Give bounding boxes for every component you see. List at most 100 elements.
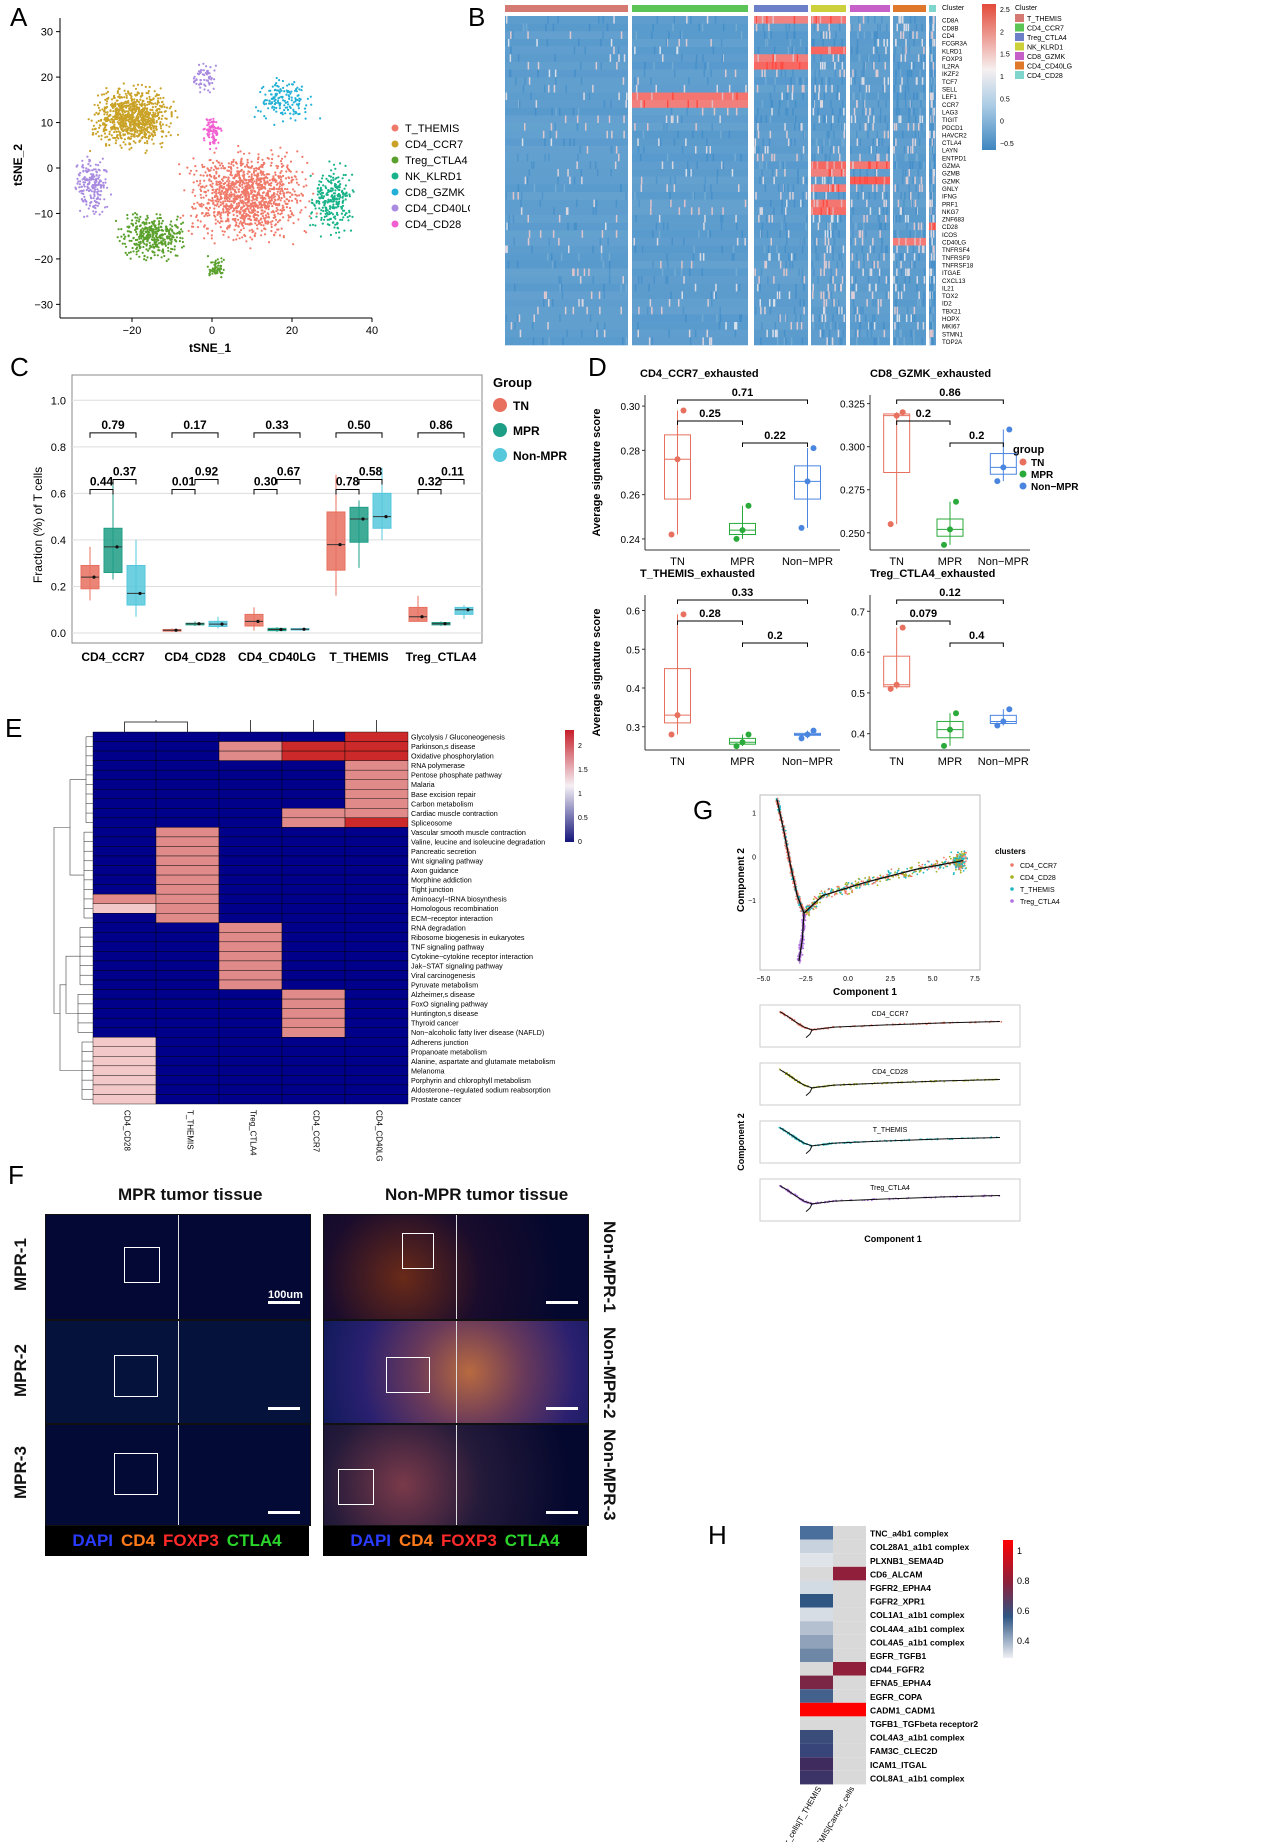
heatmap-cell-stripe — [923, 161, 925, 170]
tsne-point — [152, 113, 155, 116]
tsne-point — [282, 206, 285, 209]
heatmap-cell-stripe — [813, 54, 815, 62]
tsne-point — [290, 96, 293, 99]
tsne-point — [93, 128, 96, 131]
heatmap-cell — [632, 38, 748, 47]
tsne-point — [98, 109, 101, 112]
heatmap-cell — [811, 123, 846, 132]
tsne-legend-label: CD4_CD28 — [405, 219, 461, 231]
tsne-point — [245, 181, 248, 184]
tsne-point — [251, 181, 254, 184]
heatmap-cell-stripe — [933, 54, 935, 62]
tsne-point — [333, 206, 337, 209]
tsne-point — [117, 108, 121, 111]
heatmap-cell — [505, 245, 628, 254]
heatmap-cell-stripe — [583, 92, 585, 101]
tsne-point — [164, 117, 167, 120]
heatmap-cell-stripe — [704, 176, 707, 185]
tsne-point — [331, 196, 334, 199]
tsne-point — [274, 88, 277, 91]
heatmap-cell-stripe — [919, 161, 921, 170]
tsne-point — [149, 244, 152, 247]
heatmap-cell-stripe — [876, 46, 878, 55]
heatmap-cell-stripe — [932, 237, 934, 246]
heatmap-cell-stripe — [910, 61, 913, 70]
tsne-point — [124, 92, 127, 95]
heatmap-cell-stripe — [784, 169, 786, 177]
tsne-point — [309, 95, 312, 98]
heatmap-cell-stripe — [811, 260, 814, 269]
heatmap-cell-stripe — [895, 161, 898, 170]
heatmap-cell-stripe — [680, 115, 683, 124]
tsne-point — [325, 192, 328, 195]
tsne-point — [214, 215, 217, 218]
heatmap-cell-stripe — [709, 230, 711, 238]
heatmap-cell-stripe — [769, 115, 772, 124]
heatmap-cell-stripe — [818, 69, 820, 78]
tsne-point — [250, 189, 253, 192]
heatmap-cell — [754, 38, 808, 47]
heatmap-cell-stripe — [882, 84, 884, 93]
tsne-point — [168, 237, 171, 240]
heatmap-cell-stripe — [908, 115, 910, 124]
tsne-point — [180, 246, 184, 249]
heatmap-cell-stripe — [902, 169, 904, 177]
tsne-xtick-label: 0 — [209, 325, 215, 337]
tsne-point — [97, 164, 100, 167]
heatmap-cell — [811, 107, 846, 116]
heatmap-cell-stripe — [578, 253, 580, 261]
heatmap-cell-stripe — [643, 146, 645, 154]
tsne-point — [130, 135, 133, 138]
heatmap-cell-stripe — [930, 38, 932, 47]
heatmap-cell-stripe — [757, 107, 759, 116]
tsne-point — [207, 209, 210, 212]
tsne-point — [198, 63, 201, 66]
tsne-point — [269, 164, 272, 167]
heatmap-cell-stripe — [864, 176, 866, 185]
tsne-point — [214, 222, 217, 225]
tsne-point — [332, 163, 336, 166]
heatmap-cell-stripe — [839, 107, 842, 116]
heatmap-cell-stripe — [655, 222, 658, 231]
tsne-point — [207, 71, 210, 75]
tsne-point — [236, 234, 239, 237]
tsne-point — [227, 211, 230, 214]
heatmap-cell-stripe — [770, 31, 772, 39]
heatmap-cell-stripe — [765, 260, 768, 269]
tsne-point — [155, 234, 158, 237]
heatmap-cell-stripe — [896, 260, 898, 269]
tsne-point — [262, 212, 265, 215]
heatmap-cell-stripe — [856, 100, 858, 108]
heatmap-cell-stripe — [885, 199, 887, 208]
tsne-point — [142, 114, 145, 117]
tsne-point — [241, 179, 244, 182]
tsne-point — [132, 237, 135, 240]
tsne-point — [136, 83, 140, 86]
heatmap-cell-stripe — [685, 169, 687, 177]
tsne-point — [121, 110, 124, 114]
tsne-point — [256, 186, 259, 189]
tsne-point — [122, 129, 125, 132]
tsne-point — [174, 109, 177, 113]
heatmap-cell-stripe — [690, 207, 693, 215]
heatmap-cell-stripe — [666, 153, 669, 162]
tsne-point — [332, 221, 335, 224]
tsne-point — [231, 181, 234, 184]
tsne-point — [236, 170, 239, 173]
heatmap-cell-stripe — [923, 54, 926, 62]
heatmap-cell-stripe — [930, 31, 932, 39]
tsne-point — [173, 224, 177, 227]
tsne-point — [283, 195, 286, 198]
tsne-point — [218, 268, 221, 271]
heatmap-cell-stripe — [546, 38, 549, 47]
tsne-point — [286, 164, 289, 167]
tsne-point — [247, 193, 250, 196]
tsne-point — [178, 230, 181, 233]
tsne-point — [275, 76, 278, 80]
tsne-point — [97, 168, 100, 171]
tsne-point — [86, 155, 89, 158]
tsne-point — [193, 75, 196, 78]
tsne-point — [209, 183, 212, 187]
heatmap-cell-stripe — [802, 176, 805, 185]
